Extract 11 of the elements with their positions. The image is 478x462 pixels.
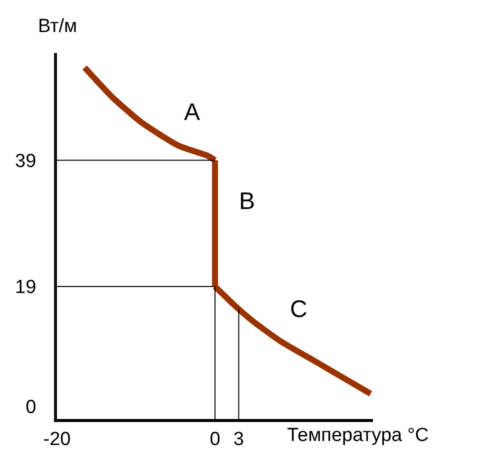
series-label: C: [290, 296, 308, 323]
y-axis-title: Вт/м: [38, 16, 78, 37]
x-tick-label: 0: [210, 428, 220, 450]
y-tick-label: 19: [15, 277, 36, 298]
series-label: A: [184, 99, 200, 126]
x-tick-label: -20: [43, 428, 71, 450]
y-tick-label: 39: [15, 150, 36, 172]
x-tick-label: 3: [233, 428, 244, 450]
x-axis-title: Температура °C: [287, 425, 429, 446]
y-tick-label: 0: [26, 397, 36, 418]
series-label: B: [239, 188, 256, 215]
